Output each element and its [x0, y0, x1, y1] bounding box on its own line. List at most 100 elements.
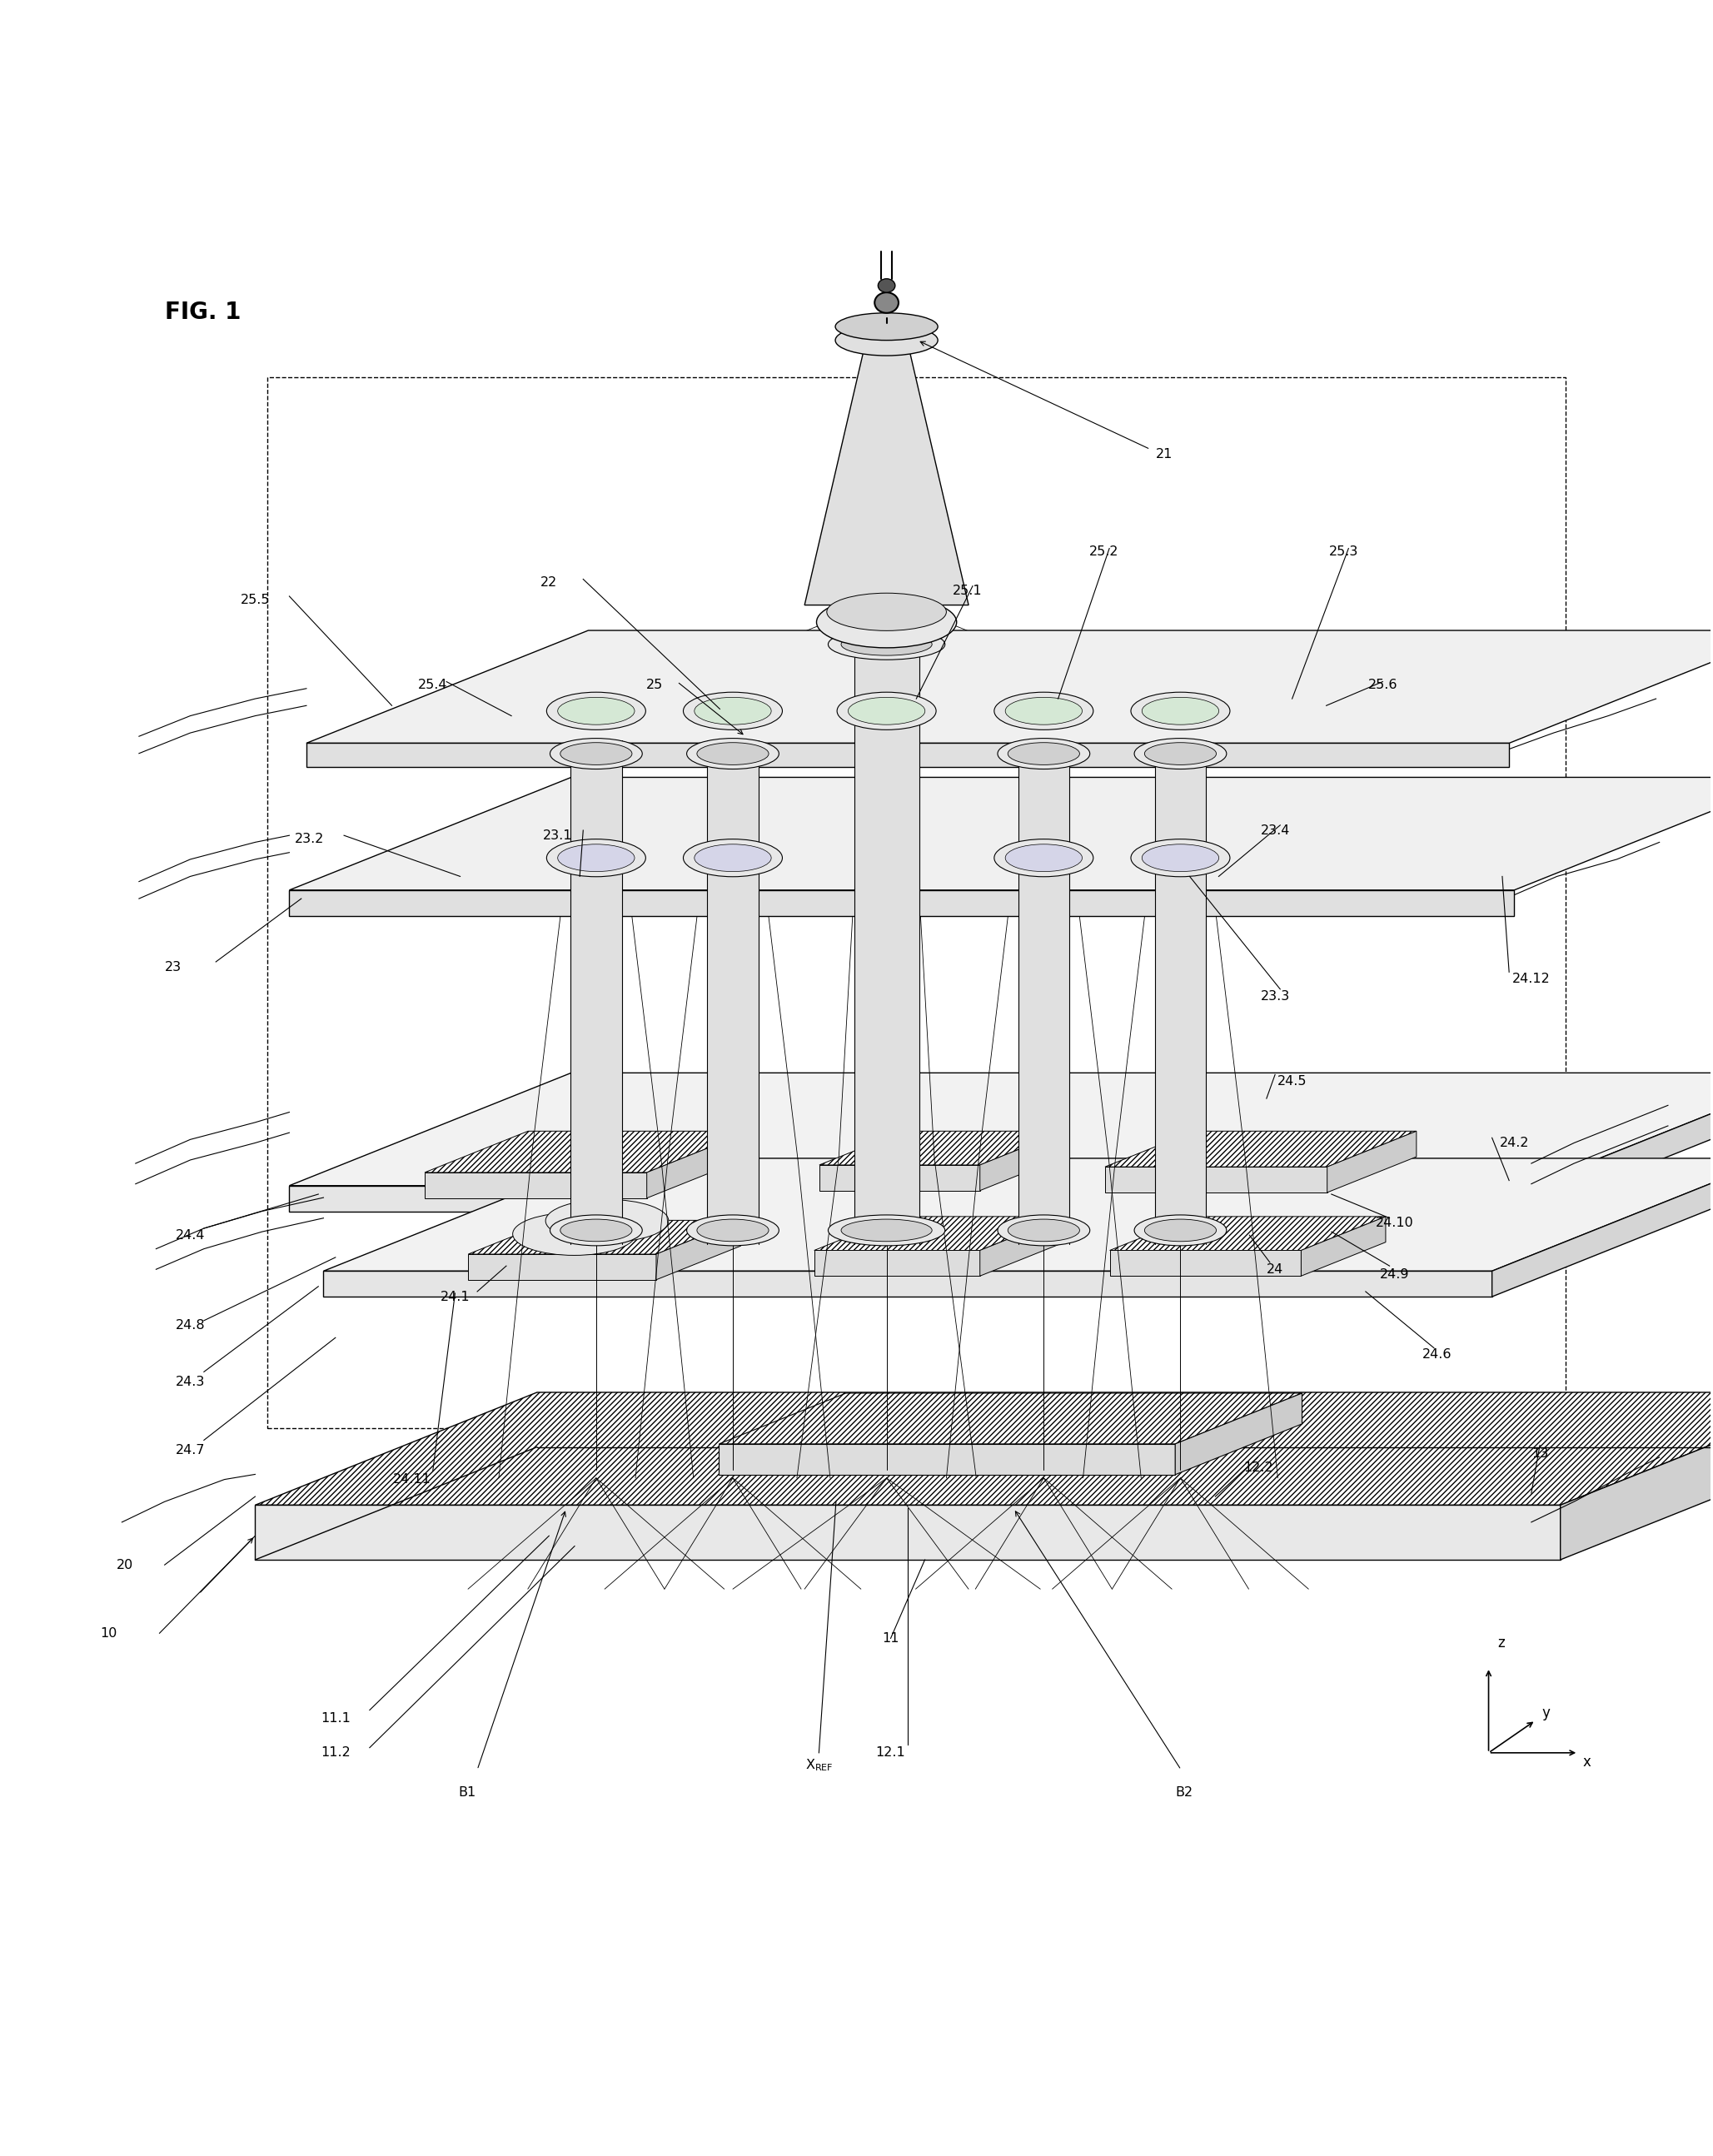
- Text: 23: 23: [164, 962, 182, 972]
- Ellipse shape: [879, 278, 896, 293]
- Text: 24.1: 24.1: [440, 1291, 469, 1302]
- Polygon shape: [814, 1216, 1064, 1250]
- Ellipse shape: [1007, 1218, 1079, 1242]
- Ellipse shape: [512, 1212, 636, 1255]
- Polygon shape: [1492, 1158, 1713, 1296]
- Polygon shape: [1110, 1250, 1302, 1276]
- Polygon shape: [719, 1445, 1175, 1475]
- Text: 13: 13: [1531, 1447, 1549, 1460]
- Polygon shape: [468, 1220, 740, 1255]
- Bar: [570, 755, 622, 1231]
- Ellipse shape: [836, 313, 937, 341]
- Text: 24.9: 24.9: [1381, 1268, 1410, 1281]
- Text: 23.3: 23.3: [1261, 990, 1290, 1003]
- Text: B2: B2: [1175, 1785, 1194, 1798]
- Ellipse shape: [560, 1218, 632, 1242]
- Text: 24.2: 24.2: [1499, 1136, 1530, 1149]
- Text: 12.2: 12.2: [1244, 1462, 1273, 1475]
- Text: 22: 22: [541, 576, 557, 589]
- Ellipse shape: [875, 293, 899, 313]
- Ellipse shape: [550, 1216, 642, 1246]
- Polygon shape: [1302, 1216, 1386, 1276]
- Text: 10: 10: [99, 1628, 116, 1639]
- Ellipse shape: [1006, 845, 1083, 871]
- Ellipse shape: [694, 696, 771, 724]
- Polygon shape: [1531, 1074, 1713, 1212]
- Text: 23.4: 23.4: [1261, 824, 1290, 837]
- Text: 25.1: 25.1: [952, 584, 982, 597]
- Bar: [855, 645, 920, 1231]
- Polygon shape: [819, 1164, 980, 1190]
- Text: 24.6: 24.6: [1422, 1348, 1453, 1360]
- Polygon shape: [425, 1173, 648, 1199]
- Text: 24.10: 24.10: [1376, 1216, 1413, 1229]
- Ellipse shape: [994, 839, 1093, 877]
- Text: 11.1: 11.1: [320, 1712, 351, 1725]
- Ellipse shape: [1143, 696, 1220, 724]
- Ellipse shape: [683, 839, 783, 877]
- Polygon shape: [1105, 1166, 1328, 1192]
- Ellipse shape: [1144, 1218, 1216, 1242]
- Text: 11.2: 11.2: [320, 1746, 351, 1759]
- Text: 23.2: 23.2: [295, 832, 324, 845]
- Ellipse shape: [841, 634, 932, 655]
- Polygon shape: [656, 1220, 740, 1281]
- Polygon shape: [425, 1132, 750, 1173]
- Ellipse shape: [827, 1216, 946, 1246]
- Polygon shape: [814, 1250, 980, 1276]
- Ellipse shape: [1007, 742, 1079, 765]
- Ellipse shape: [1006, 696, 1083, 724]
- Text: X$_{\mathrm{REF}}$: X$_{\mathrm{REF}}$: [805, 1757, 833, 1772]
- Ellipse shape: [1134, 737, 1227, 770]
- Polygon shape: [719, 1393, 1302, 1445]
- Ellipse shape: [841, 1218, 932, 1242]
- Ellipse shape: [997, 1216, 1089, 1246]
- Ellipse shape: [1143, 845, 1220, 871]
- Text: x: x: [1583, 1755, 1591, 1770]
- Ellipse shape: [558, 845, 634, 871]
- Ellipse shape: [545, 1199, 668, 1242]
- Ellipse shape: [827, 593, 946, 632]
- Ellipse shape: [546, 692, 646, 729]
- Text: 25.5: 25.5: [240, 593, 271, 606]
- Text: 25: 25: [646, 679, 663, 692]
- Polygon shape: [307, 630, 1713, 744]
- Text: 24.4: 24.4: [175, 1229, 206, 1242]
- Polygon shape: [819, 1132, 1064, 1164]
- Bar: [707, 755, 759, 1231]
- Text: 23.1: 23.1: [543, 830, 572, 841]
- Text: 24.8: 24.8: [175, 1319, 206, 1332]
- Ellipse shape: [683, 692, 783, 729]
- Polygon shape: [980, 1132, 1064, 1190]
- Polygon shape: [1561, 1393, 1713, 1559]
- Ellipse shape: [697, 742, 769, 765]
- Bar: [1018, 755, 1069, 1231]
- Polygon shape: [1175, 1393, 1302, 1475]
- Ellipse shape: [997, 737, 1089, 770]
- Ellipse shape: [560, 742, 632, 765]
- Ellipse shape: [1131, 692, 1230, 729]
- Text: 24: 24: [1266, 1263, 1283, 1276]
- Polygon shape: [1328, 1132, 1417, 1192]
- Polygon shape: [289, 778, 1713, 890]
- Text: 25.4: 25.4: [418, 679, 447, 692]
- Text: 24.11: 24.11: [394, 1473, 432, 1485]
- Text: 24.12: 24.12: [1513, 972, 1550, 985]
- Text: 24.7: 24.7: [175, 1445, 206, 1457]
- Text: 20: 20: [116, 1559, 134, 1572]
- Text: 24.3: 24.3: [175, 1376, 206, 1388]
- Ellipse shape: [836, 326, 937, 356]
- Ellipse shape: [838, 692, 935, 729]
- Ellipse shape: [827, 630, 946, 660]
- Ellipse shape: [848, 696, 925, 724]
- Ellipse shape: [558, 696, 634, 724]
- Polygon shape: [289, 890, 1514, 916]
- Text: B1: B1: [457, 1785, 476, 1798]
- Polygon shape: [1105, 1132, 1417, 1166]
- Polygon shape: [307, 744, 1509, 768]
- Bar: [1155, 755, 1206, 1231]
- Polygon shape: [805, 341, 968, 606]
- Text: FIG. 1: FIG. 1: [164, 300, 242, 323]
- Ellipse shape: [1134, 1216, 1227, 1246]
- Polygon shape: [324, 1272, 1492, 1296]
